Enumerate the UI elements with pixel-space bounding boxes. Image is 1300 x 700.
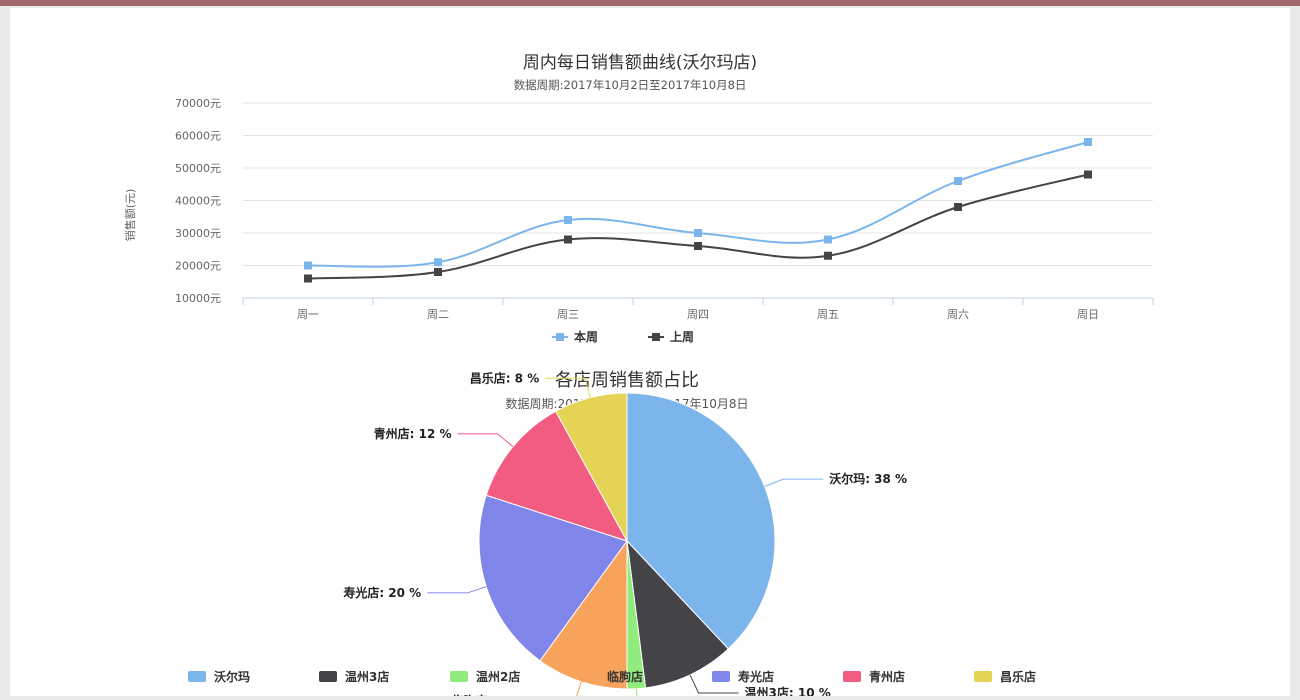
legend-swatch (450, 671, 468, 682)
series-line-1 (307, 173, 1089, 280)
legend-label: 青州店 (869, 669, 905, 684)
pie-connector-1 (689, 674, 739, 694)
series-marker-0 (1084, 138, 1092, 146)
legend-swatch (319, 671, 337, 682)
pie-connector-2 (635, 688, 638, 700)
x-tick-label: 周一 (297, 308, 319, 321)
charts-canvas: 周内每日销售额曲线(沃尔玛店) 数据周期:2017年10月2日至2017年10月… (123, 53, 1154, 700)
legend-label: 上周 (670, 329, 694, 344)
series-marker-0 (434, 258, 442, 267)
pie-connector-4 (427, 586, 487, 594)
pie-data-label: 寿光店: 20 % (343, 585, 421, 600)
line-chart-title: 周内每日销售额曲线(沃尔玛店) (523, 53, 757, 73)
y-tick-label: 50000元 (175, 162, 221, 175)
top-border (0, 0, 1300, 6)
y-tick-label: 10000元 (175, 292, 221, 305)
legend-swatch (712, 671, 730, 682)
pie-data-label: 温州3店: 10 % (745, 685, 831, 696)
series-marker-0 (954, 177, 962, 185)
pie-slice-1 (626, 539, 730, 689)
series-marker-1 (954, 203, 962, 211)
pie-slice-4 (478, 494, 628, 662)
series-marker-1 (824, 251, 832, 260)
legend-label: 本周 (574, 329, 598, 344)
series-marker-0 (564, 216, 572, 224)
series-marker-0 (694, 229, 702, 237)
series-marker-1 (694, 242, 702, 250)
pie-connector-0 (764, 478, 824, 487)
pie-data-label: 昌乐店: 8 % (470, 370, 540, 385)
pie-slice-6 (555, 392, 628, 542)
legend-swatch (843, 671, 861, 682)
pie-chart-title: 各店周销售额占比 (555, 370, 699, 391)
pie-connector-5 (457, 433, 514, 448)
legend-label: 寿光店 (738, 669, 774, 684)
legend-swatch (188, 671, 206, 682)
pie-slice-3 (539, 539, 628, 690)
line-chart-subtitle: 数据周期:2017年10月2日至2017年10月8日 (514, 78, 747, 92)
y-tick-label: 40000元 (175, 195, 221, 208)
legend-symbol-marker (652, 333, 660, 341)
line-chart-ylabel: 销售额(元) (123, 189, 137, 242)
x-tick-label: 周二 (427, 308, 449, 321)
pie-connector-6 (545, 377, 591, 398)
legend-label: 温州3店 (345, 669, 389, 684)
y-tick-label: 70000元 (175, 97, 221, 110)
report-page: 周内每日销售额曲线(沃尔玛店) 数据周期:2017年10月2日至2017年10月… (10, 8, 1290, 700)
series-marker-0 (824, 235, 832, 244)
legend-swatch (581, 671, 599, 682)
legend-label: 温州2店 (476, 669, 520, 684)
y-tick-label: 30000元 (175, 227, 221, 240)
pie-slice-0 (626, 392, 776, 650)
pie-data-label: 青州店: 12 % (374, 426, 452, 441)
legend-symbol-marker (556, 333, 564, 341)
x-tick-label: 周六 (947, 308, 969, 321)
y-tick-label: 60000元 (175, 130, 221, 143)
y-tick-label: 20000元 (175, 260, 221, 273)
legend-label: 沃尔玛 (214, 669, 250, 684)
series-marker-1 (1084, 170, 1092, 179)
pie-connector-3 (574, 681, 582, 700)
series-marker-1 (434, 268, 442, 276)
x-tick-label: 周五 (817, 308, 839, 321)
series-marker-1 (564, 235, 572, 244)
series-marker-1 (304, 274, 312, 283)
pie-data-label: 沃尔玛: 38 % (829, 471, 907, 486)
x-tick-label: 周日 (1077, 308, 1099, 321)
legend-label: 昌乐店 (1000, 669, 1036, 684)
pie-slice-5 (485, 410, 629, 542)
legend-label: 临朐店 (607, 669, 643, 684)
pie-data-label: 临朐店: 10 % (451, 693, 529, 696)
legend-swatch (974, 671, 992, 682)
x-tick-label: 周四 (687, 308, 709, 321)
series-marker-0 (304, 261, 312, 270)
x-tick-label: 周三 (557, 308, 579, 321)
